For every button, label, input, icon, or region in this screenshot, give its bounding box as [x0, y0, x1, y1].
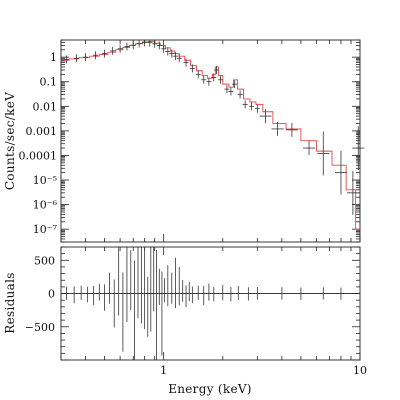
spectrum-y-label: Counts/sec/keV — [3, 92, 17, 190]
spectrum-point — [232, 80, 238, 89]
x-tick-labels: 1 10 — [160, 364, 367, 377]
spectrum-point — [169, 49, 175, 58]
spectrum-point — [130, 41, 136, 50]
spectrum-point — [142, 40, 148, 47]
spectrum-point — [124, 42, 130, 51]
spectrum-y-tick-label: 0.01 — [33, 100, 58, 113]
spectrum-point — [254, 104, 260, 113]
spectrum-point — [218, 75, 224, 84]
spectrum-point — [147, 40, 153, 47]
spectrum-panel: 1 0.1 0.01 0.001 0.0001 10⁻⁵ 10⁻⁶ 10⁻⁷ Counts/s… — [3, 39, 365, 243]
spectrum-point — [206, 77, 212, 86]
spectrum-point — [173, 52, 179, 61]
model-step-line — [61, 40, 360, 230]
spectrum-point — [176, 54, 182, 63]
spectrum-point — [183, 58, 189, 67]
spectrum-point — [242, 100, 248, 109]
residuals-data — [66, 247, 342, 360]
spectrum-point — [195, 70, 201, 79]
x-tick-label: 10 — [353, 364, 367, 377]
spectrum-point — [214, 66, 220, 75]
x-tick-label: 1 — [160, 364, 167, 377]
spectrum-point — [189, 64, 195, 73]
spectrum-point — [161, 44, 167, 53]
spectrum-y-tick-label: 0.0001 — [19, 149, 58, 162]
spectrum-y-tick-label: 1 — [50, 51, 57, 64]
spectrum-point — [117, 44, 123, 53]
residuals-panel: 500 0 −500 Residuals — [3, 246, 361, 361]
spectrum-point — [285, 122, 298, 137]
spectrum-ticks: 1 0.1 0.01 0.001 0.0001 10⁻⁵ 10⁻⁶ 10⁻⁷ — [19, 39, 361, 243]
model-curve — [61, 40, 360, 230]
x-axis-label: Energy (keV) — [168, 382, 252, 396]
spectrum-point — [352, 126, 365, 171]
spectrum-point — [136, 40, 142, 48]
residuals-y-tick-label: 500 — [34, 254, 55, 267]
spectrum-point — [224, 85, 230, 94]
spectrum-point — [102, 49, 108, 58]
spectrum-point — [201, 75, 207, 84]
spectrum-point — [93, 51, 99, 60]
spectrum-point — [211, 73, 217, 82]
spectrum-point — [74, 54, 80, 63]
spectrum-point — [152, 40, 158, 48]
spectrum-point — [334, 150, 347, 195]
spectrum-point — [83, 53, 89, 62]
spectrum-point — [110, 46, 116, 55]
spectrum-point — [303, 141, 316, 156]
spectrum-point — [248, 102, 254, 111]
spectrum-data — [64, 40, 365, 215]
spectrum-y-tick-label: 10⁻⁷ — [33, 223, 58, 236]
spectrum-point — [237, 90, 243, 99]
residuals-y-tick-label: −500 — [25, 321, 55, 334]
spectrum-point — [228, 87, 234, 96]
spectrum-point — [346, 170, 359, 215]
spectrum-y-tick-label: 0.001 — [26, 125, 58, 138]
spectrum-point — [317, 131, 330, 176]
spectrum-point — [271, 121, 284, 136]
spectrum-y-tick-label: 0.1 — [40, 76, 58, 89]
spectrum-point — [259, 109, 272, 124]
spectrum-point — [165, 47, 171, 56]
residuals-ticks: 500 0 −500 — [25, 246, 361, 361]
residuals-y-label: Residuals — [3, 272, 17, 333]
spectrum-y-tick-label: 10⁻⁵ — [33, 174, 57, 187]
residuals-frame — [60, 246, 361, 361]
residuals-y-tick-label: 0 — [48, 288, 55, 301]
spectrum-y-tick-label: 10⁻⁶ — [33, 199, 58, 212]
spectrum-point — [64, 55, 70, 64]
spectrum-point — [156, 41, 162, 50]
